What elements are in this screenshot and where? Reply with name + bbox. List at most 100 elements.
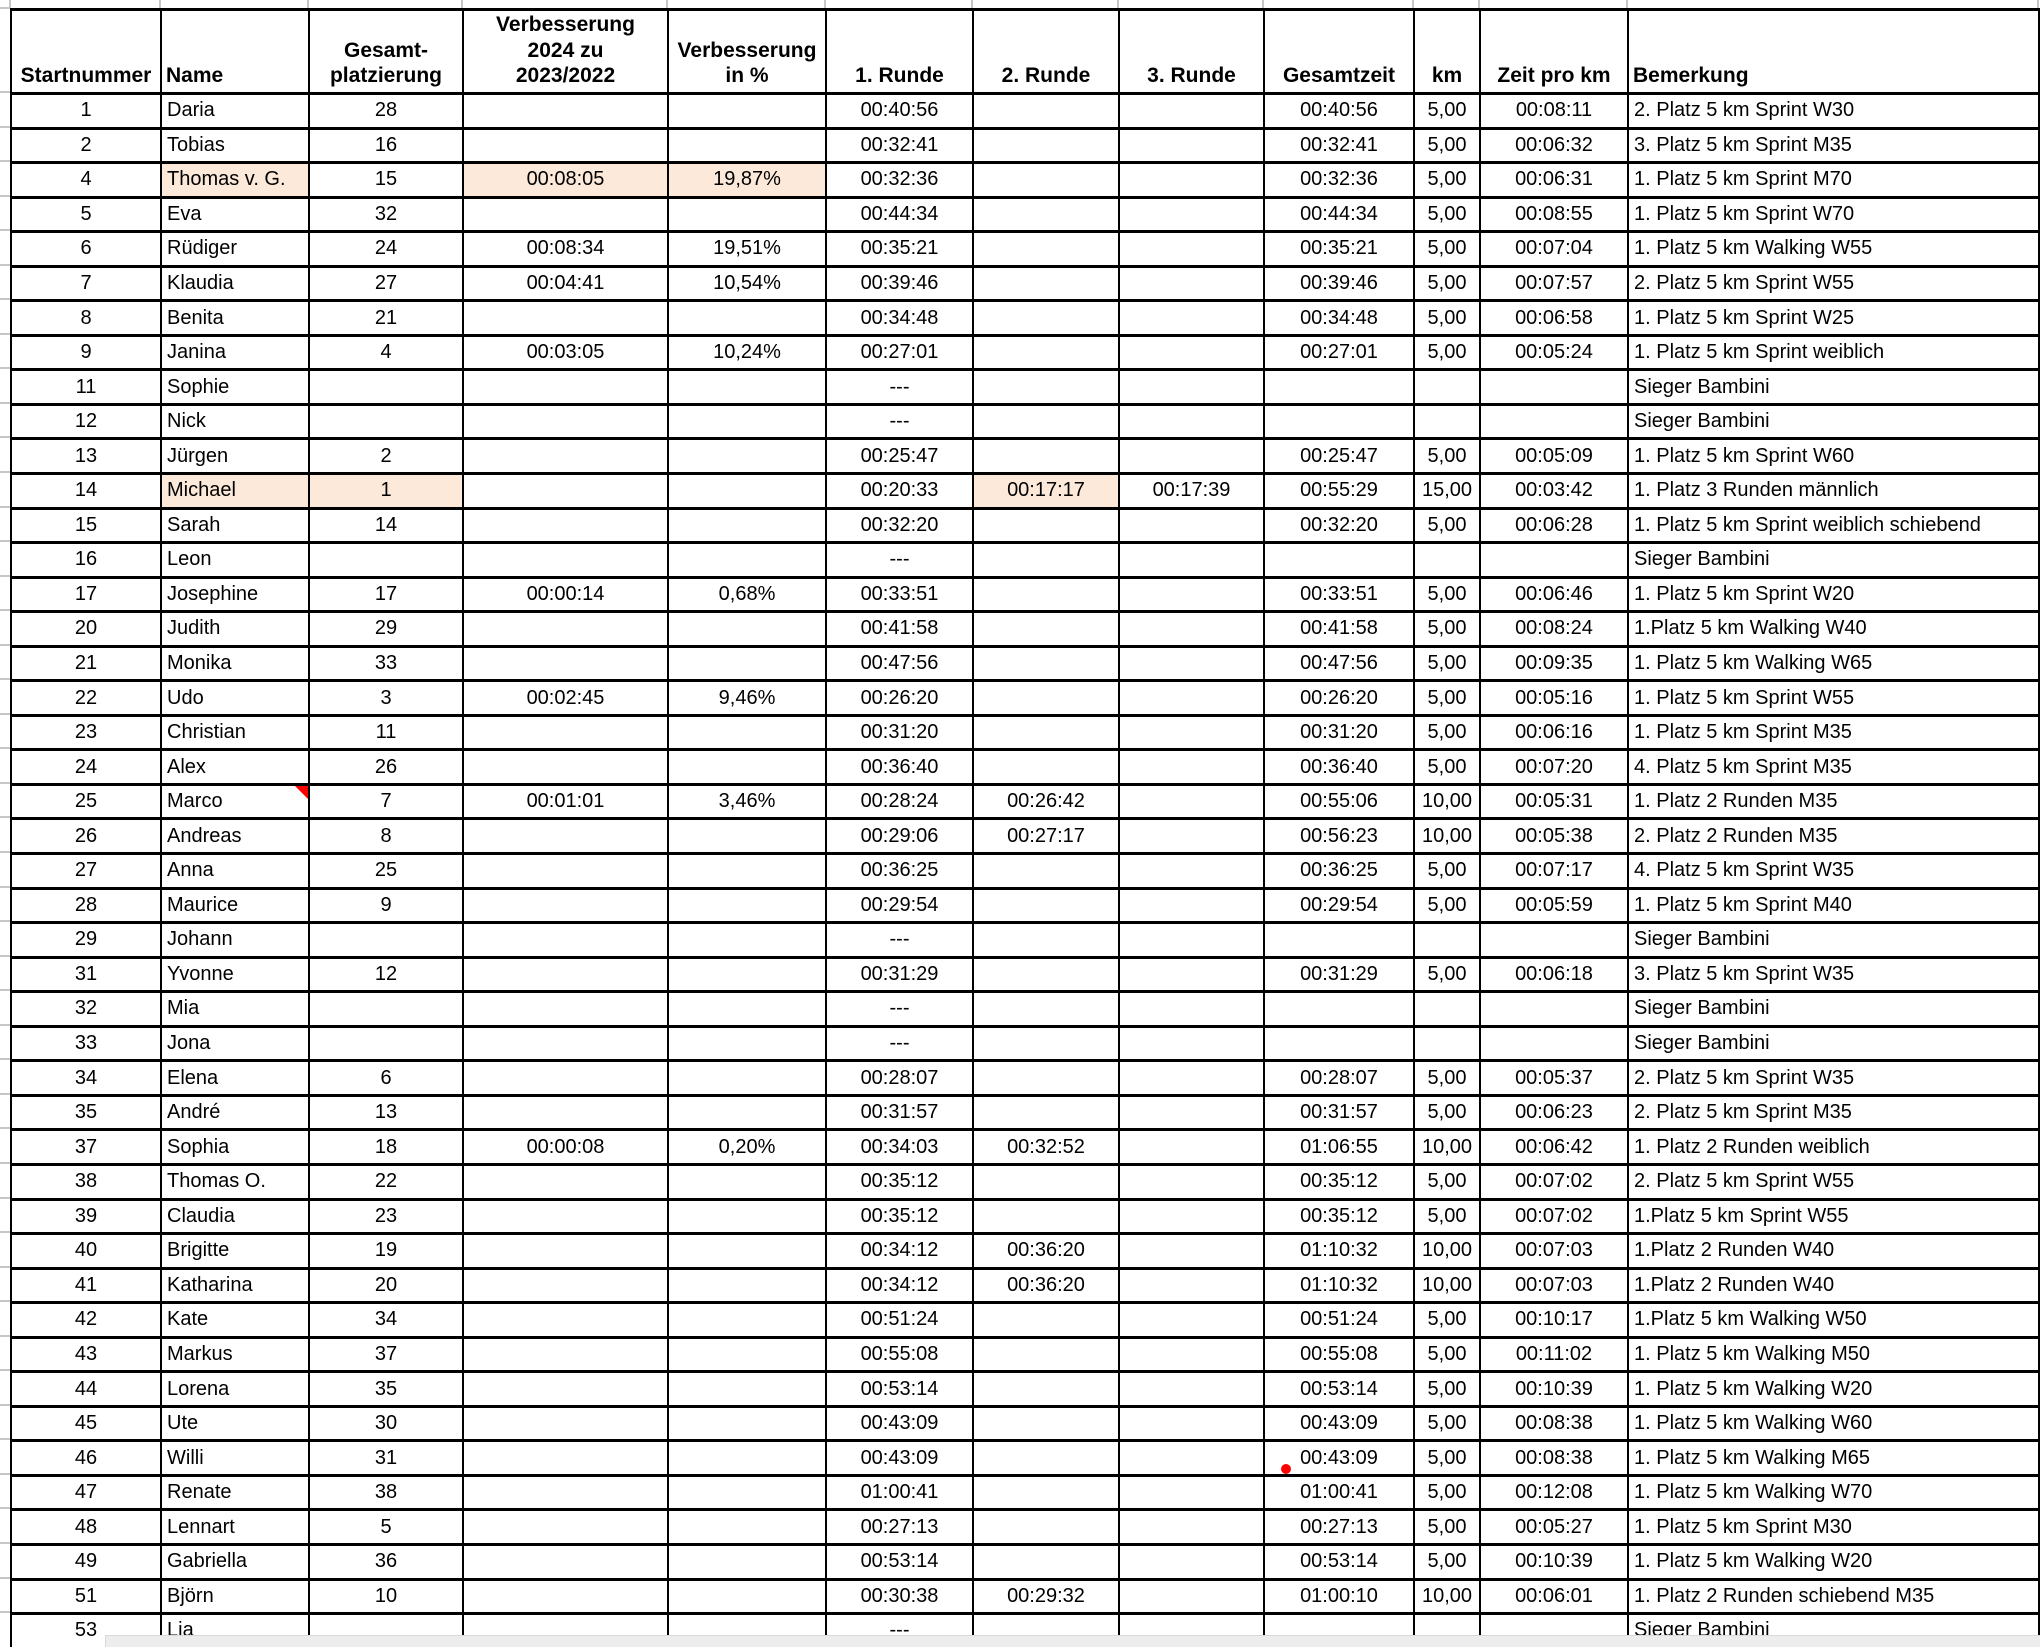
cell-km[interactable]: 5,00 [1413, 195, 1481, 234]
cell-bem[interactable]: 1. Platz 2 Runden schiebend M35 [1627, 1577, 2040, 1616]
cell-verb[interactable] [462, 1024, 669, 1063]
cell-bem[interactable]: 1.Platz 5 km Sprint W55 [1627, 1197, 2040, 1236]
cell-r2[interactable] [972, 1301, 1120, 1339]
cell-name[interactable]: Lorena [160, 1370, 310, 1408]
cell-r2[interactable] [972, 748, 1120, 786]
cell-gesamt[interactable]: 00:35:12 [1263, 1162, 1415, 1201]
column-header-km[interactable]: km [1413, 8, 1481, 95]
cell-r2[interactable] [972, 1197, 1120, 1236]
cell-verb[interactable] [462, 1577, 669, 1616]
cell-name[interactable]: Kate [160, 1301, 310, 1339]
cell-r1[interactable]: 00:30:38 [825, 1577, 974, 1616]
cell-proKm[interactable]: 00:05:59 [1479, 886, 1629, 925]
cell-proKm[interactable]: 00:06:16 [1479, 713, 1629, 752]
cell-nr[interactable]: 23 [10, 713, 162, 752]
cell-nr[interactable]: 49 [10, 1542, 162, 1581]
cell-verbPct[interactable]: 3,46% [667, 782, 827, 821]
cell-bem[interactable]: 1. Platz 2 Runden weiblich [1627, 1128, 2040, 1166]
cell-r3[interactable] [1118, 1473, 1265, 1512]
cell-name[interactable]: Marco [160, 782, 310, 821]
cell-proKm[interactable]: 00:07:02 [1479, 1162, 1629, 1201]
cell-r3[interactable] [1118, 368, 1265, 406]
column-header-bem[interactable]: Bemerkung [1627, 8, 2040, 95]
cell-name[interactable]: Björn [160, 1577, 310, 1616]
cell-nr[interactable]: 17 [10, 575, 162, 614]
cell-r1[interactable]: 00:25:47 [825, 437, 974, 475]
cell-r2[interactable] [972, 333, 1120, 372]
cell-nr[interactable]: 38 [10, 1162, 162, 1201]
cell-platz[interactable]: 26 [308, 748, 464, 786]
cell-bem[interactable]: 1. Platz 5 km Sprint M35 [1627, 713, 2040, 752]
cell-proKm[interactable]: 00:08:11 [1479, 92, 1629, 130]
cell-km[interactable]: 10,00 [1413, 782, 1481, 821]
cell-name[interactable]: Janina [160, 333, 310, 372]
cell-r3[interactable] [1118, 644, 1265, 683]
cell-gesamt[interactable]: 00:39:46 [1263, 264, 1415, 303]
cell-r1[interactable]: 00:32:36 [825, 161, 974, 199]
cell-verb[interactable] [462, 1542, 669, 1581]
cell-bem[interactable]: 3. Platz 5 km Sprint W35 [1627, 955, 2040, 994]
cell-platz[interactable] [308, 1024, 464, 1063]
cell-verb[interactable] [462, 541, 669, 579]
cell-verb[interactable] [462, 748, 669, 786]
cell-platz[interactable] [308, 541, 464, 579]
cell-verbPct[interactable] [667, 92, 827, 130]
cell-r1[interactable]: 00:43:09 [825, 1404, 974, 1443]
cell-nr[interactable]: 44 [10, 1370, 162, 1408]
cell-nr[interactable]: 20 [10, 610, 162, 648]
cell-r1[interactable]: 00:36:40 [825, 748, 974, 786]
cell-r2[interactable] [972, 610, 1120, 648]
cell-bem[interactable]: 1. Platz 5 km Sprint W70 [1627, 195, 2040, 234]
cell-r3[interactable] [1118, 1197, 1265, 1236]
cell-proKm[interactable]: 00:06:31 [1479, 161, 1629, 199]
cell-bem[interactable]: Sieger Bambini [1627, 402, 2040, 441]
cell-verb[interactable]: 00:03:05 [462, 333, 669, 372]
column-header-name[interactable]: Name [160, 8, 310, 95]
cell-r2[interactable] [972, 1370, 1120, 1408]
cell-km[interactable]: 5,00 [1413, 1439, 1481, 1477]
cell-verbPct[interactable] [667, 1439, 827, 1477]
cell-verbPct[interactable] [667, 368, 827, 406]
cell-gesamt[interactable]: 01:10:32 [1263, 1266, 1415, 1305]
cell-platz[interactable] [308, 402, 464, 441]
cell-gesamt[interactable]: 00:35:12 [1263, 1197, 1415, 1236]
cell-gesamt[interactable]: 00:44:34 [1263, 195, 1415, 234]
cell-r2[interactable] [972, 990, 1120, 1028]
cell-platz[interactable]: 2 [308, 437, 464, 475]
cell-r1[interactable]: 00:31:29 [825, 955, 974, 994]
cell-r2[interactable] [972, 1093, 1120, 1132]
cell-proKm[interactable]: 00:05:16 [1479, 679, 1629, 717]
cell-gesamt[interactable] [1263, 368, 1415, 406]
cell-verb[interactable] [462, 506, 669, 545]
cell-verb[interactable] [462, 852, 669, 890]
cell-platz[interactable]: 14 [308, 506, 464, 545]
cell-platz[interactable]: 12 [308, 955, 464, 994]
cell-gesamt[interactable]: 00:27:01 [1263, 333, 1415, 372]
cell-verb[interactable] [462, 437, 669, 475]
cell-r1[interactable]: 00:53:14 [825, 1370, 974, 1408]
cell-nr[interactable]: 31 [10, 955, 162, 994]
cell-nr[interactable]: 28 [10, 886, 162, 925]
cell-proKm[interactable]: 00:06:01 [1479, 1577, 1629, 1616]
cell-r2[interactable] [972, 1335, 1120, 1374]
cell-km[interactable]: 5,00 [1413, 126, 1481, 165]
cell-verbPct[interactable] [667, 1473, 827, 1512]
cell-nr[interactable]: 25 [10, 782, 162, 821]
cell-r3[interactable] [1118, 575, 1265, 614]
cell-proKm[interactable]: 00:05:27 [1479, 1508, 1629, 1546]
cell-gesamt[interactable]: 00:31:29 [1263, 955, 1415, 994]
cell-bem[interactable]: 1.Platz 2 Runden W40 [1627, 1232, 2040, 1270]
cell-proKm[interactable]: 00:05:09 [1479, 437, 1629, 475]
cell-proKm[interactable]: 00:07:03 [1479, 1232, 1629, 1270]
cell-r3[interactable] [1118, 161, 1265, 199]
cell-r1[interactable]: --- [825, 921, 974, 959]
cell-r3[interactable] [1118, 402, 1265, 441]
cell-km[interactable]: 10,00 [1413, 817, 1481, 856]
cell-proKm[interactable]: 00:06:46 [1479, 575, 1629, 614]
cell-nr[interactable]: 35 [10, 1093, 162, 1132]
cell-verb[interactable] [462, 713, 669, 752]
cell-r2[interactable] [972, 679, 1120, 717]
cell-r3[interactable] [1118, 299, 1265, 337]
cell-platz[interactable]: 10 [308, 1577, 464, 1616]
cell-verb[interactable] [462, 1197, 669, 1236]
